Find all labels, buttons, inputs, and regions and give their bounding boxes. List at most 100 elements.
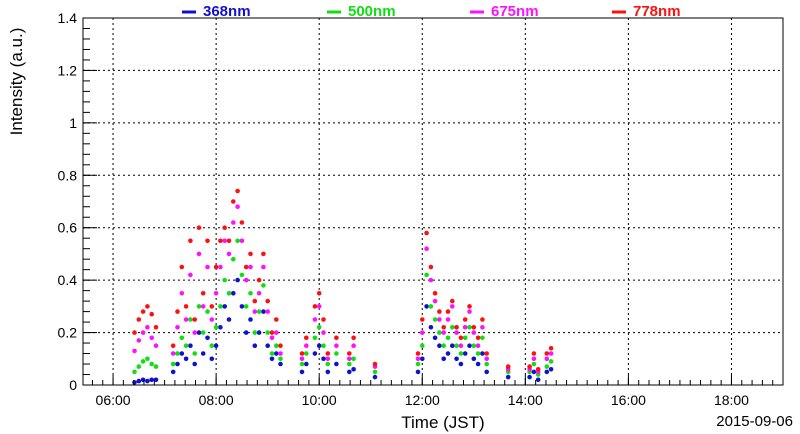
data-point <box>334 343 339 349</box>
data-point <box>149 335 154 341</box>
data-point <box>480 335 485 341</box>
data-point <box>428 304 434 309</box>
data-point <box>231 291 236 296</box>
data-point <box>265 343 271 349</box>
data-point <box>200 291 206 296</box>
data-point <box>140 309 146 314</box>
data-point <box>269 330 275 335</box>
data-point <box>372 369 378 375</box>
data-point <box>471 356 477 362</box>
data-point <box>505 374 511 380</box>
data-point <box>548 367 554 372</box>
data-point <box>205 264 210 270</box>
data-point <box>480 325 485 330</box>
data-point <box>278 351 283 356</box>
data-point <box>175 361 180 367</box>
legend-label: 500nm <box>348 3 396 20</box>
data-point <box>441 343 447 349</box>
x-tick-label: 18:00 <box>714 392 749 408</box>
data-point <box>458 343 464 349</box>
data-point <box>347 361 352 367</box>
data-point <box>462 351 468 356</box>
data-point <box>458 351 464 356</box>
data-point <box>321 343 326 349</box>
data-point <box>505 364 511 369</box>
y-tick-label: 1.4 <box>58 10 78 26</box>
y-tick-label: 0.8 <box>58 167 78 183</box>
data-point <box>415 361 421 367</box>
data-point <box>183 356 189 362</box>
data-point <box>145 325 150 330</box>
data-point <box>299 351 305 356</box>
axis-ticks: 06:00 08:00 10:00 12:00 14:00 16:00 18:00 0 0.2 0… <box>58 10 784 408</box>
data-point <box>420 343 425 349</box>
data-point <box>239 272 245 278</box>
data-point <box>334 335 339 341</box>
data-point <box>484 351 490 356</box>
data-point <box>188 238 193 244</box>
data-point <box>170 361 176 367</box>
data-point <box>213 291 219 296</box>
data-point <box>140 359 146 364</box>
data-point <box>149 377 154 383</box>
data-point <box>252 298 258 304</box>
data-point <box>480 351 485 356</box>
data-point <box>544 369 550 375</box>
data-point <box>299 361 305 367</box>
data-point <box>183 304 189 309</box>
data-point <box>441 330 447 335</box>
data-point <box>188 343 193 349</box>
data-point <box>192 351 197 356</box>
data-point <box>149 311 154 317</box>
data-point <box>548 359 554 364</box>
series-778nm <box>132 188 554 372</box>
data-point <box>304 335 309 341</box>
data-point <box>274 330 279 335</box>
data-point <box>274 343 279 349</box>
data-point <box>235 204 240 209</box>
data-points <box>132 188 554 385</box>
data-point <box>432 317 438 322</box>
data-point <box>531 356 537 362</box>
data-point <box>213 264 219 270</box>
data-point <box>458 361 464 367</box>
data-point <box>316 325 322 330</box>
data-point <box>531 361 537 367</box>
data-point <box>471 325 477 330</box>
data-point <box>248 317 253 322</box>
series-368nm <box>132 277 554 385</box>
data-point <box>188 272 193 278</box>
data-point <box>274 317 279 322</box>
y-tick-label: 1.2 <box>58 62 78 78</box>
data-point <box>347 351 352 356</box>
data-point <box>269 335 275 341</box>
data-point <box>475 343 481 349</box>
legend-item: 368nm <box>182 3 251 20</box>
data-point <box>471 343 477 349</box>
data-point <box>428 277 434 283</box>
data-point <box>235 238 240 244</box>
data-point <box>428 264 434 270</box>
data-point <box>415 356 421 362</box>
data-point <box>218 238 223 244</box>
data-point <box>265 309 271 314</box>
data-point <box>415 369 421 375</box>
data-point <box>462 317 468 322</box>
data-point <box>475 361 481 367</box>
data-point <box>480 317 485 322</box>
data-point <box>424 272 429 278</box>
data-point <box>175 309 180 314</box>
data-point <box>222 225 227 230</box>
data-point <box>484 356 490 362</box>
data-point <box>531 351 537 356</box>
data-point <box>231 199 236 204</box>
data-point <box>424 246 429 251</box>
data-point <box>304 343 309 349</box>
data-point <box>462 325 468 330</box>
data-point <box>458 335 464 341</box>
data-point <box>316 291 322 296</box>
data-point <box>243 330 249 335</box>
x-tick-label: 12:00 <box>405 392 440 408</box>
data-point <box>548 346 554 351</box>
